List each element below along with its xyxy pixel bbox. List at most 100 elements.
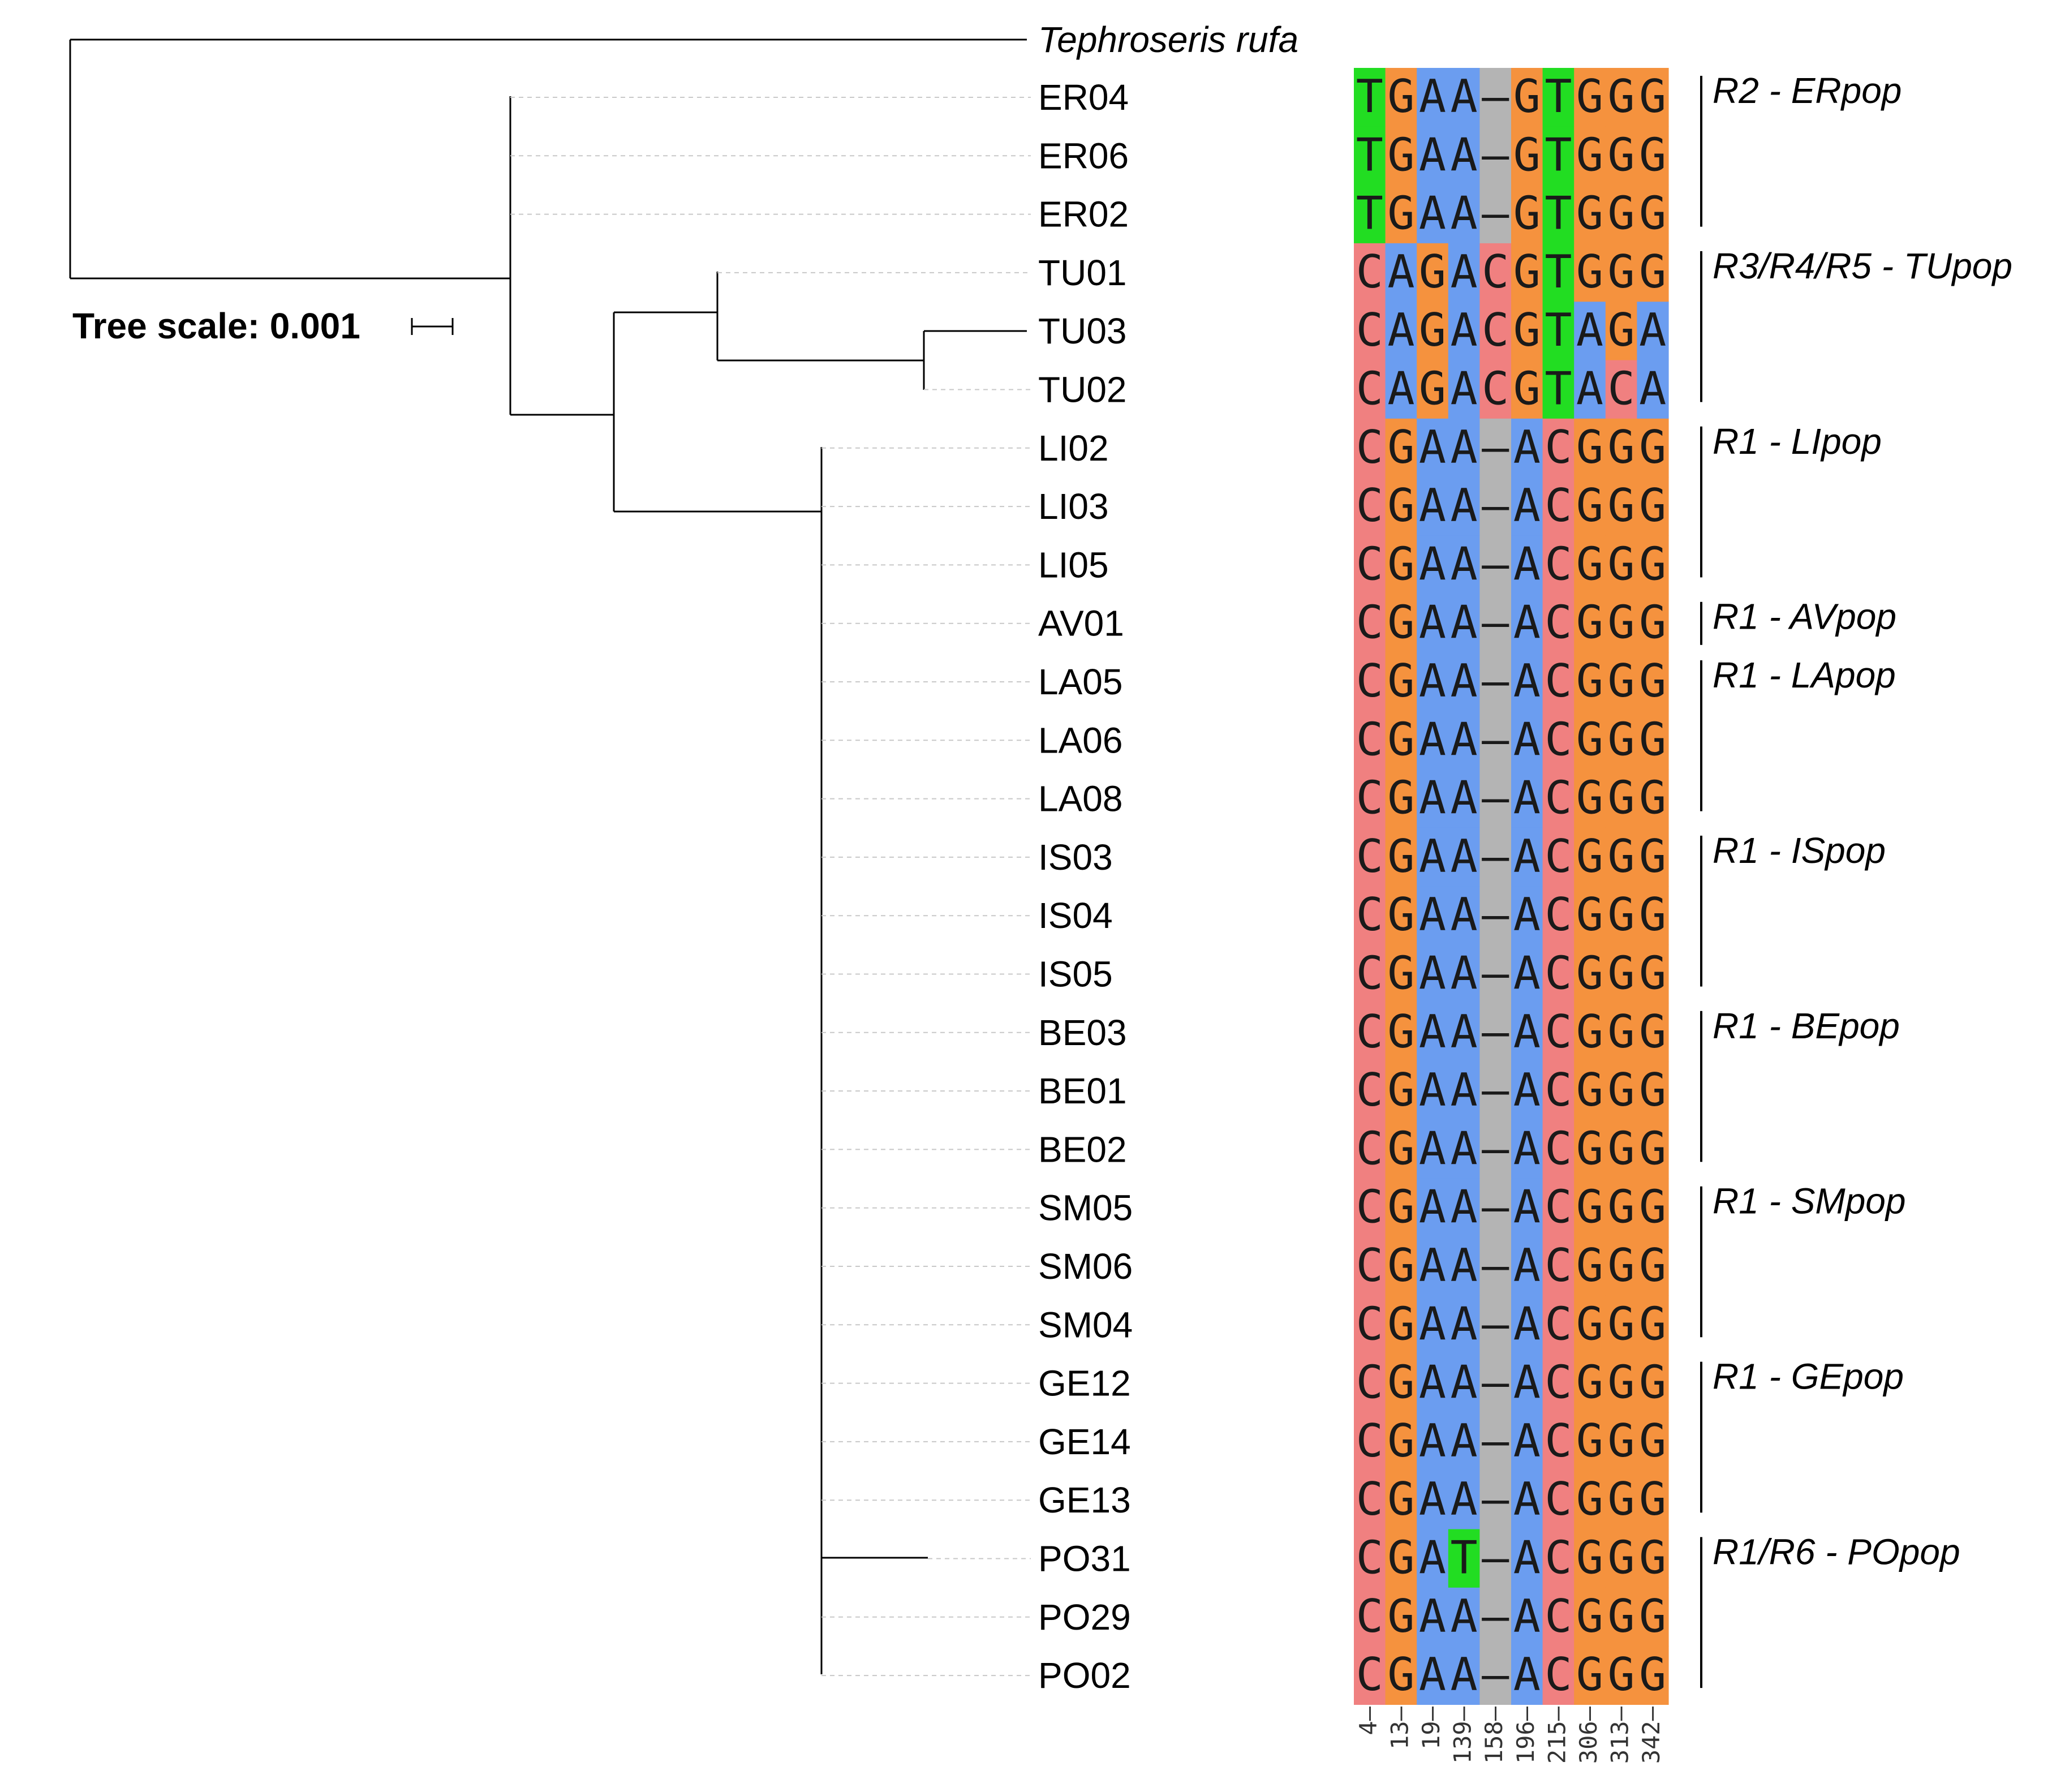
alignment-cell (1479, 886, 1512, 946)
alignment-base: G (1513, 363, 1541, 415)
alignment-base: A (1451, 655, 1478, 707)
alignment-cell (1542, 827, 1575, 887)
alignment-cell (1605, 1295, 1637, 1355)
alignment-base: G (1576, 1356, 1603, 1409)
alignment-base: G (1608, 128, 1635, 181)
alignment-base: C (1356, 1239, 1383, 1292)
alignment-cell (1605, 944, 1637, 1004)
alignment-base: G (1608, 772, 1635, 824)
alignment-base: C (1356, 830, 1383, 883)
alignment-base: G (1608, 70, 1635, 123)
alignment-cell (1605, 886, 1637, 946)
alignment-base: G (1387, 479, 1414, 532)
position-label: 215– (1543, 1706, 1571, 1764)
alignment-cell (1385, 535, 1417, 595)
alignment-base: A (1513, 1239, 1541, 1292)
alignment-base: G (1387, 187, 1414, 240)
alignment-base: C (1545, 1239, 1572, 1292)
alignment-cell (1385, 184, 1417, 244)
alignment-base: G (1639, 1473, 1666, 1525)
alignment-base: C (1545, 830, 1572, 883)
alignment-cell (1354, 535, 1386, 595)
alignment-base: A (1419, 713, 1446, 766)
alignment-base: C (1545, 1590, 1572, 1643)
alignment-cell (1448, 1471, 1480, 1530)
alignment-base: G (1639, 246, 1666, 298)
alignment-cell (1385, 827, 1417, 887)
alignment-base: C (1545, 1005, 1572, 1058)
alignment-cell (1479, 1353, 1512, 1413)
alignment-cell (1511, 68, 1543, 127)
taxon-label: BE02 (1038, 1129, 1127, 1170)
alignment-cell (1605, 1003, 1637, 1062)
alignment-cell (1385, 477, 1417, 536)
alignment-base: G (1608, 1648, 1635, 1701)
alignment-cell (1479, 1646, 1512, 1705)
alignment-cell (1511, 1412, 1543, 1471)
alignment-base: A (1513, 1473, 1541, 1525)
alignment-cell (1511, 1178, 1543, 1237)
alignment-cell (1417, 360, 1449, 419)
phylogenetic-tree (69, 38, 1027, 1674)
taxon-label: LI05 (1038, 544, 1109, 585)
alignment-base: G (1513, 187, 1541, 240)
alignment-base: A (1451, 70, 1478, 123)
group-label: R1 - LIpop (1713, 421, 1882, 462)
alignment-cell (1542, 594, 1575, 653)
alignment-base: G (1576, 772, 1603, 824)
alignment-cell (1417, 827, 1449, 887)
alignment-cell (1354, 68, 1386, 127)
taxon-label: BE03 (1038, 1012, 1127, 1053)
alignment-base: G (1639, 1415, 1666, 1467)
alignment-cell (1385, 418, 1417, 478)
taxon-label: LI03 (1038, 486, 1109, 527)
alignment-base: A (1513, 1356, 1541, 1409)
taxon-label: IS03 (1038, 837, 1113, 878)
alignment-cell (1542, 126, 1575, 186)
alignment-cell (1354, 1178, 1386, 1237)
taxon-label: ER06 (1038, 135, 1129, 176)
alignment-base: A (1451, 1356, 1478, 1409)
alignment-cell (1417, 68, 1449, 127)
alignment-cell (1448, 944, 1480, 1004)
alignment-base: – (1482, 713, 1509, 766)
alignment-cell (1605, 1178, 1637, 1237)
alignment-base: A (1419, 1297, 1446, 1350)
alignment-cell (1354, 1353, 1386, 1413)
alignment-cell (1385, 944, 1417, 1004)
alignment-cell (1479, 1529, 1512, 1588)
alignment-base: C (1356, 1181, 1383, 1234)
alignment-base: A (1419, 421, 1446, 474)
alignment-cell (1354, 886, 1386, 946)
alignment-base: G (1387, 1590, 1414, 1643)
alignment-cell (1542, 1412, 1575, 1471)
alignment-cell (1511, 184, 1543, 244)
alignment-cell (1542, 535, 1575, 595)
alignment-cell (1417, 944, 1449, 1004)
alignment-base: G (1608, 596, 1635, 649)
alignment-base: A (1639, 363, 1666, 415)
alignment-cell (1511, 1120, 1543, 1179)
alignment-cell (1385, 1003, 1417, 1062)
alignment-cell (1637, 1178, 1669, 1237)
alignment-cell (1637, 1003, 1669, 1062)
alignment-base: G (1387, 1005, 1414, 1058)
alignment-base: C (1356, 1297, 1383, 1350)
alignment-cell (1417, 1353, 1449, 1413)
alignment-base: G (1513, 246, 1541, 298)
alignment-cell (1385, 711, 1417, 770)
alignment-base: C (1356, 1064, 1383, 1116)
alignment-cell (1354, 827, 1386, 887)
alignment-base: A (1451, 1590, 1478, 1643)
alignment-base: – (1482, 538, 1509, 590)
alignment-cell (1354, 1646, 1386, 1705)
alignment-cell (1542, 477, 1575, 536)
alignment-cell (1511, 594, 1543, 653)
alignment-base: A (1513, 1181, 1541, 1234)
alignment-cell (1479, 1120, 1512, 1179)
alignment-cell (1637, 1529, 1669, 1588)
alignment-cell (1417, 769, 1449, 828)
alignment-cell (1448, 68, 1480, 127)
taxon-labels: ER04 ER06 ER02 TU01 TU03 TU02 LI02 LI03 LI05 AV01… (1038, 77, 1133, 1696)
taxon-label: SM05 (1038, 1188, 1133, 1228)
